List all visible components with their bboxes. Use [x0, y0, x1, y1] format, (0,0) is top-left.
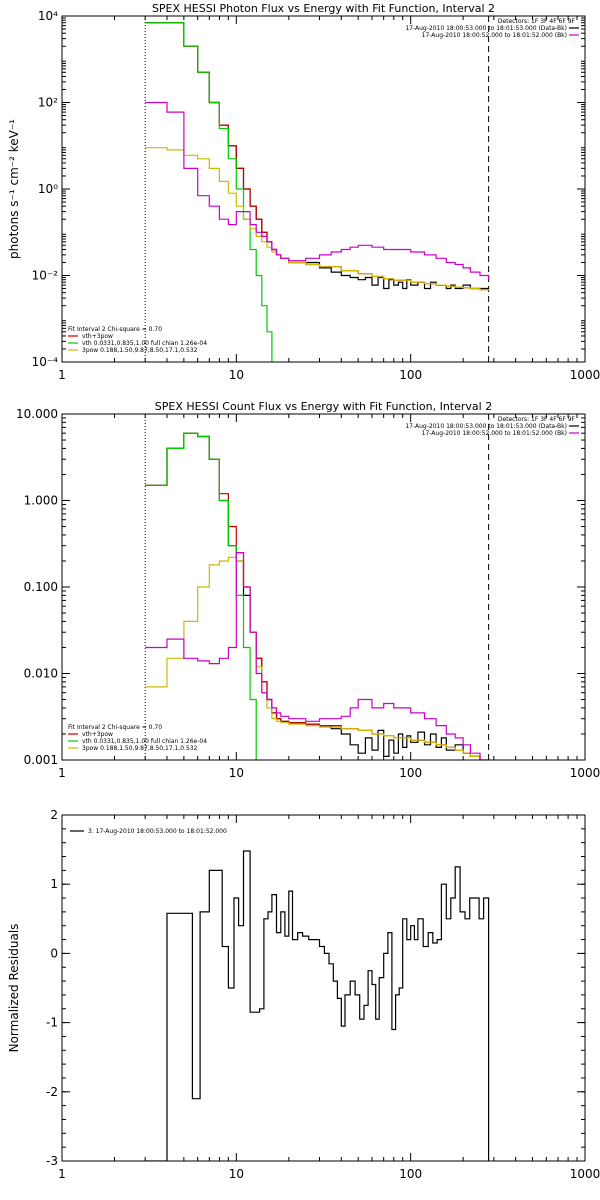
x-tick-label: 1000 — [570, 1167, 600, 1181]
legend-tr-text: Detectors: 1F 3F 4F 6F 9F — [498, 416, 576, 423]
series-line-0 — [145, 850, 490, 1161]
x-tick-label: 10 — [229, 368, 244, 382]
legend-bl-text: vth+3pow — [82, 731, 113, 738]
chart-panel-1: SPEX HESSI Photon Flux vs Energy with Fi… — [7, 2, 600, 382]
x-tick-label: 1000 — [570, 368, 600, 382]
x-tick-label: 100 — [399, 368, 422, 382]
legend-tr-text: 17-Aug-2010 18:00:53.000 to 18:01:53.000… — [405, 423, 567, 430]
legend-tr-text: 17-Aug-2010 18:00:53.000 to 18:01:53.000… — [405, 25, 567, 32]
y-tick-label: 1.000 — [24, 494, 58, 508]
y-tick-label: -1 — [46, 1016, 58, 1030]
legend-bl-text: vth+3pow — [82, 333, 113, 340]
y-tick-label: 1 — [50, 877, 58, 891]
series-line-2 — [145, 22, 273, 362]
plot-frame — [61, 413, 586, 761]
legend-tr-text: 17-Aug-2010 18:00:52.000 to 18:01:52.000… — [422, 430, 567, 437]
y-tick-label: 10.000 — [16, 407, 58, 421]
chart-title: SPEX HESSI Photon Flux vs Energy with Fi… — [152, 2, 495, 15]
plot-frame — [61, 814, 586, 1162]
series-line-1 — [145, 432, 481, 760]
legend-bl-text: vth 0.0331,0.835,1.00 full chian 1.26e-0… — [82, 738, 207, 745]
legend-bl-text: 3pow 0.188,1.50,9.87,8.50,17.1,0.532 — [82, 745, 198, 752]
plot-frame — [61, 15, 586, 363]
x-tick-label: 1 — [58, 368, 66, 382]
x-tick-label: 100 — [399, 766, 422, 780]
y-tick-label: 10⁴ — [38, 9, 58, 23]
chart-panel-2: SPEX HESSI Count Flux vs Energy with Fit… — [16, 400, 600, 780]
legend-bl-text: Fit Interval 2 Chi-square = 0.70 — [68, 724, 162, 731]
legend-bl-text: Fit Interval 2 Chi-square = 0.70 — [68, 326, 162, 333]
legend-tl-text: 3. 17-Aug-2010 18:00:53.000 to 18:01:52.… — [88, 828, 227, 835]
y-tick-label: 0 — [50, 946, 58, 960]
legend-tr-text: 17-Aug-2010 18:00:52.000 to 18:01:52.000… — [422, 32, 567, 39]
x-tick-label: 10 — [229, 1167, 244, 1181]
chart-title: SPEX HESSI Count Flux vs Energy with Fit… — [155, 400, 492, 413]
y-tick-label: 2 — [50, 808, 58, 822]
y-tick-label: 10⁻⁴ — [32, 355, 59, 369]
x-tick-label: 100 — [399, 1167, 422, 1181]
y-tick-label: 0.100 — [24, 580, 58, 594]
series-line-3 — [145, 556, 481, 760]
legend-bl-text: 3pow 0.188,1.50,9.87,8.50,17.1,0.532 — [82, 347, 198, 354]
y-tick-label: -2 — [46, 1085, 58, 1099]
series-line-3 — [145, 147, 490, 291]
y-tick-label: 0.010 — [24, 667, 58, 681]
y-tick-label: 10⁻² — [32, 269, 59, 283]
legend-bl-text: vth 0.0331,0.835,1.00 full chian 1.26e-0… — [82, 340, 207, 347]
series-line-2 — [145, 432, 257, 760]
x-tick-label: 1 — [58, 1167, 66, 1181]
y-axis-label: Normalized Residuals — [7, 924, 21, 1053]
series-line-0 — [145, 432, 489, 760]
series-line-4 — [145, 101, 490, 280]
y-tick-label: -3 — [46, 1154, 58, 1168]
chart-panel-3: Normalized Residuals 1 10 100 1000 -3 -2 -1 0 1 2 3… — [7, 808, 600, 1181]
x-tick-label: 1 — [58, 766, 66, 780]
series-line-1 — [145, 22, 490, 291]
x-tick-label: 1000 — [570, 766, 600, 780]
y-axis-label: photons s⁻¹ cm⁻² keV⁻¹ — [7, 119, 21, 259]
y-tick-label: 10² — [38, 96, 58, 110]
y-tick-label: 0.001 — [24, 753, 58, 767]
x-tick-label: 10 — [229, 766, 244, 780]
series-line-4 — [145, 552, 481, 760]
legend-tr-text: Detectors: 1F 3F 4F 6F 9F — [498, 18, 576, 25]
y-tick-label: 10⁰ — [38, 182, 58, 196]
